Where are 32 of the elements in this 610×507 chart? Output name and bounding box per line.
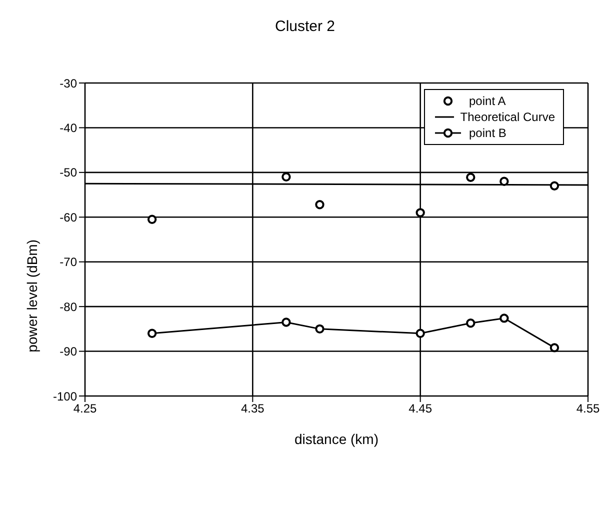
point xyxy=(500,314,509,323)
point xyxy=(550,181,560,190)
y-tick-label: -90 xyxy=(60,344,78,359)
legend-label: point A xyxy=(469,93,506,109)
x-tick-label: 4.25 xyxy=(73,402,97,416)
point xyxy=(282,318,291,327)
point xyxy=(500,176,509,186)
legend-label: Theoretical Curve xyxy=(460,109,555,125)
x-tick-label: 4.55 xyxy=(576,402,600,416)
point xyxy=(315,200,324,210)
y-axis-title: power level (dBm) xyxy=(24,240,40,352)
point xyxy=(315,324,324,334)
y-tick-label: -100 xyxy=(52,389,78,404)
point xyxy=(466,318,476,328)
legend-label: point B xyxy=(469,125,506,141)
y-tick-label: -60 xyxy=(60,210,78,224)
y-tick-label: -70 xyxy=(60,255,78,270)
point xyxy=(416,208,425,218)
y-tick-label: -50 xyxy=(60,166,78,180)
point xyxy=(147,328,157,338)
y-tick-label: -40 xyxy=(60,120,78,135)
y-tick-label: -80 xyxy=(60,300,78,314)
point xyxy=(466,172,476,182)
y-tick-label: -30 xyxy=(60,76,78,90)
chart-title: Cluster 2 xyxy=(274,18,336,35)
x-tick-label: 4.35 xyxy=(240,402,265,416)
x-axis-title: distance (km) xyxy=(294,431,379,447)
point xyxy=(282,172,291,182)
point xyxy=(550,343,560,352)
point xyxy=(147,214,157,224)
point xyxy=(416,328,425,338)
x-tick-label: 4.45 xyxy=(408,402,432,416)
